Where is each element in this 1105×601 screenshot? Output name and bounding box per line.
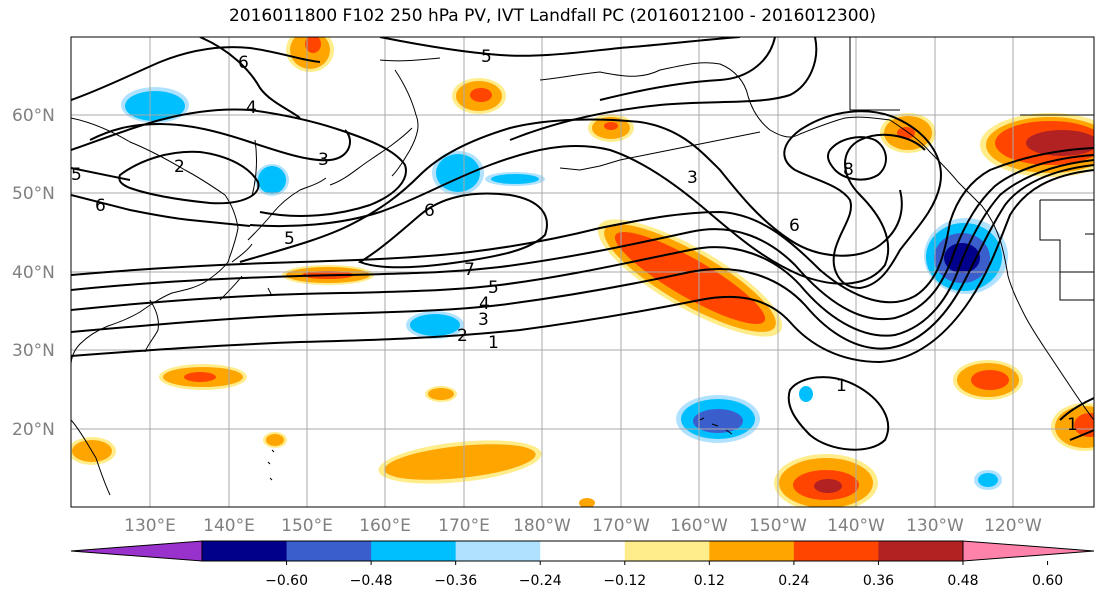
shaded-anomaly-layer — [71, 37, 1094, 507]
colorbar-swatch — [878, 541, 964, 561]
colorbar: −0.60 −0.48 −0.36 −0.24 −0.12 0.12 0.24 0.36 0.4… — [70, 540, 1095, 589]
contour-labels: 6 5 4 3 2 6 5 6 7 5 4 3 2 1 3 6 8 1 1 5 — [71, 47, 1078, 435]
contour-label: 5 — [488, 278, 499, 298]
lon-label: 170°W — [592, 516, 650, 536]
contour-label: 8 — [843, 160, 854, 180]
colorbar-tick-label: −0.48 — [350, 573, 393, 589]
anomaly-patch-positive — [378, 440, 542, 484]
contour-label: 4 — [246, 98, 257, 118]
colorbar-swatch — [455, 541, 541, 561]
colorbar-tick-label: −0.60 — [265, 573, 308, 589]
contour-label: 1 — [1067, 415, 1078, 435]
colorbar-ticks: −0.60 −0.48 −0.36 −0.24 −0.12 0.12 0.24 0.36 0.4… — [265, 561, 1063, 589]
lat-label: 40°N — [12, 263, 55, 283]
anomaly-patch-negative — [974, 470, 1002, 490]
anomaly-patch-positive — [579, 498, 595, 507]
anomaly-patch-positive — [597, 219, 783, 337]
lon-label: 130°E — [124, 516, 176, 536]
contour-label: 4 — [479, 294, 490, 314]
lon-label: 160°W — [670, 516, 728, 536]
colorbar-swatch — [793, 541, 879, 561]
longitude-labels: 130°E 140°E 150°E 160°E 170°E 180°W 170°… — [124, 516, 1042, 536]
lon-label: 150°E — [281, 516, 333, 536]
anomaly-patch-positive — [263, 432, 287, 448]
contour-label: 6 — [789, 216, 800, 236]
anomaly-patch-positive — [774, 454, 878, 507]
coastlines — [71, 37, 1094, 496]
anomaly-patch-positive — [286, 37, 334, 72]
map-gridlines — [71, 37, 1094, 507]
lat-label: 30°N — [12, 341, 55, 361]
anomaly-patch-negative — [799, 386, 813, 402]
contour-label: 1 — [488, 333, 499, 353]
contour-label: 5 — [284, 229, 295, 249]
colorbar-swatch — [540, 541, 626, 561]
anomaly-patch-negative — [406, 311, 464, 339]
lon-label: 140°W — [827, 516, 885, 536]
lon-label: 120°W — [984, 516, 1042, 536]
contour-label: 2 — [174, 157, 185, 177]
lon-label: 140°E — [203, 516, 255, 536]
anomaly-patch-positive — [159, 364, 247, 390]
anomaly-patch-positive — [953, 360, 1023, 400]
contour-label: 5 — [481, 47, 492, 67]
anomaly-patch-positive — [588, 114, 634, 142]
contour-label: 3 — [478, 310, 489, 330]
colorbar-tick-label: −0.36 — [434, 573, 477, 589]
colorbar-swatch — [624, 541, 710, 561]
anomaly-patch-negative — [676, 395, 760, 443]
contour-label: 5 — [71, 165, 82, 185]
latitude-labels: 60°N 50°N 40°N 30°N 20°N — [12, 106, 55, 440]
map-frame — [70, 36, 1095, 508]
contour-label: 2 — [457, 326, 468, 346]
contour-label: 3 — [687, 168, 698, 188]
anomaly-patch-negative — [255, 164, 289, 196]
colorbar-tick-label: −0.12 — [603, 573, 646, 589]
lon-label: 170°E — [438, 516, 490, 536]
colorbar-extend-low — [70, 540, 203, 562]
colorbar-tick-label: 0.24 — [778, 573, 809, 589]
colorbar-tick-label: −0.24 — [519, 573, 562, 589]
anomaly-patch-positive — [425, 386, 457, 402]
colorbar-tick-label: 0.36 — [863, 573, 894, 589]
map-title: 2016011800 F102 250 hPa PV, IVT Landfall… — [228, 6, 876, 26]
lat-label: 20°N — [12, 420, 55, 440]
colorbar-swatch — [709, 541, 795, 561]
lon-label: 130°W — [906, 516, 964, 536]
colorbar-swatches — [70, 540, 1095, 562]
colorbar-outline — [201, 540, 964, 562]
colorbar-swatch — [202, 541, 288, 561]
lat-label: 50°N — [12, 184, 55, 204]
contour-label: 6 — [238, 53, 249, 73]
colorbar-extend-high — [962, 540, 1095, 562]
lat-label: 60°N — [12, 106, 55, 126]
contour-label: 3 — [318, 150, 329, 170]
colorbar-tick-label: 0.12 — [694, 573, 725, 589]
contour-label: 6 — [95, 196, 106, 216]
lon-label: 150°W — [749, 516, 807, 536]
colorbar-tick-label: 0.60 — [1032, 573, 1063, 589]
colorbar-swatch — [371, 541, 457, 561]
anomaly-patch-positive — [452, 78, 506, 114]
anomaly-patch-negative — [121, 87, 189, 123]
colorbar-swatch — [286, 541, 372, 561]
contour-label: 6 — [424, 201, 435, 221]
lon-label: 180°W — [513, 516, 571, 536]
colorbar-tick-label: 0.48 — [947, 573, 978, 589]
contour-label: 1 — [836, 376, 847, 396]
anomaly-patch-positive — [880, 113, 936, 153]
pv-contours — [71, 37, 1094, 451]
contour-label: 7 — [464, 260, 475, 280]
lon-label: 160°E — [359, 516, 411, 536]
